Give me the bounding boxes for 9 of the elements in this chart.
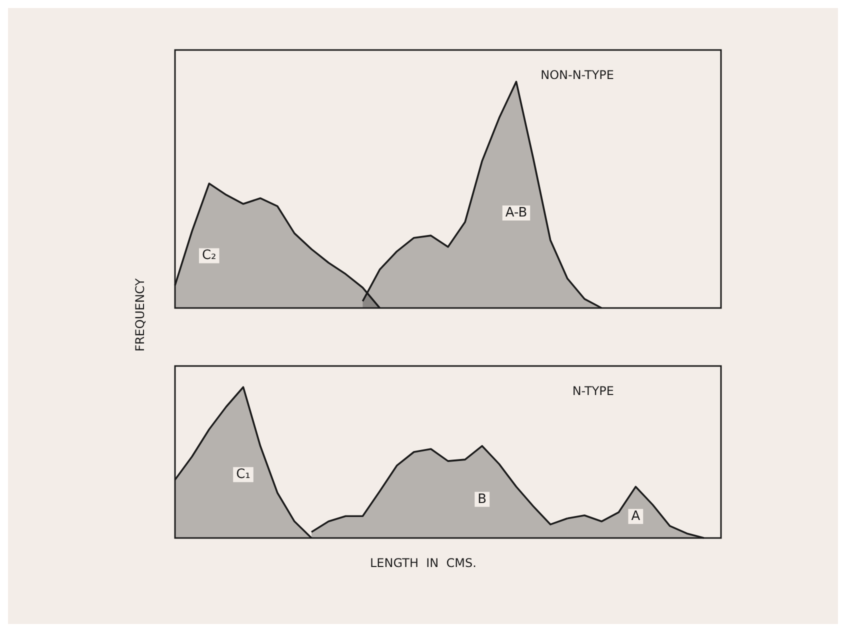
chart-title: N-TYPE — [572, 384, 614, 398]
series-label: C₂ — [202, 248, 216, 264]
x-axis-title: LENGTH IN CMS. — [370, 556, 476, 570]
series-label: B — [478, 492, 487, 507]
chart-title: NON-N-TYPE — [540, 68, 614, 82]
series-label: A-B — [505, 205, 528, 220]
y-axis-title: FREQUENCY — [133, 278, 147, 352]
series-label: A — [631, 508, 640, 524]
series-label: C₁ — [236, 467, 250, 482]
